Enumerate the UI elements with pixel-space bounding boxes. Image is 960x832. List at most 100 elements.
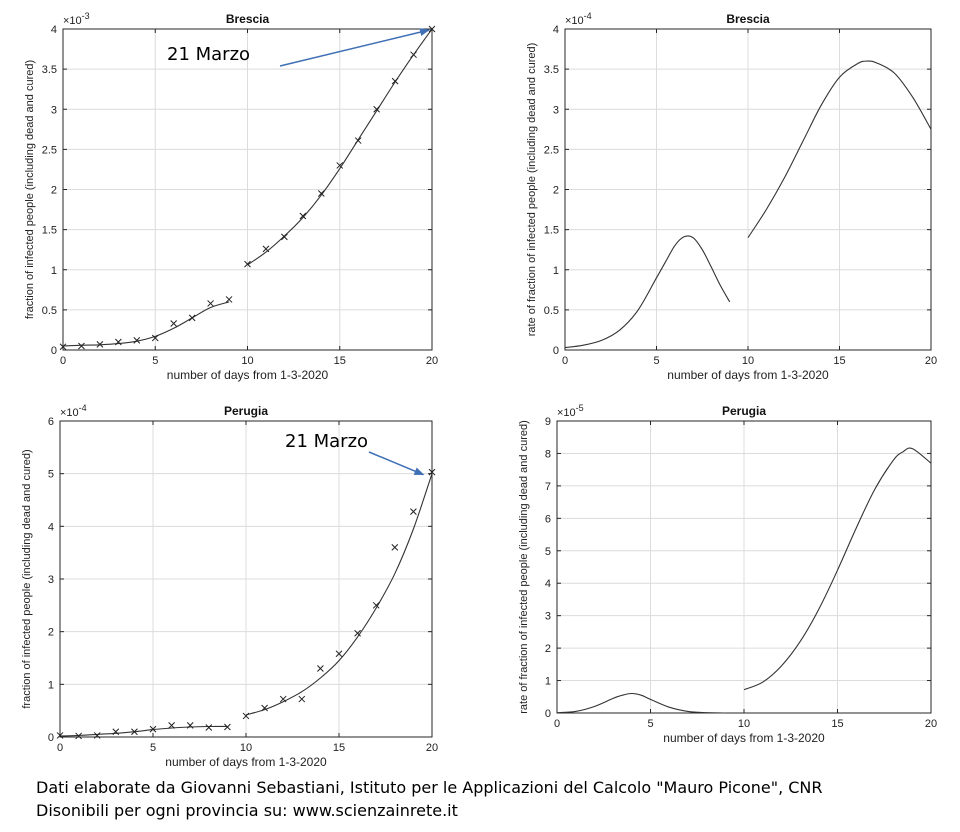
x-axis-label: number of days from 1-3-2020 (167, 368, 329, 382)
data-point-marker (317, 665, 324, 672)
y-tick-label: 4 (553, 24, 559, 36)
x-tick-label: 10 (241, 355, 253, 367)
data-point-marker (188, 314, 196, 322)
x-tick-label: 10 (240, 742, 252, 754)
exponent-base: ×10 (565, 15, 584, 27)
exponent-base: ×10 (557, 407, 576, 419)
y-tick-label: 1.5 (544, 225, 559, 237)
x-tick-label: 20 (925, 718, 937, 730)
data-point-marker (391, 544, 399, 551)
x-tick-label: 5 (653, 355, 659, 367)
fit-curve-segment-1 (62, 301, 230, 347)
x-tick-label: 15 (334, 355, 346, 367)
data-point-marker (298, 695, 306, 703)
exponent-label: ×10-3 (63, 11, 90, 27)
data-point-marker (410, 508, 417, 515)
data-point-marker (186, 722, 194, 729)
y-tick-label: 2.5 (42, 144, 57, 156)
y-tick-label: 0 (553, 345, 559, 357)
x-tick-label: 15 (333, 742, 345, 754)
chart-perugia-rate: 0 5 10 15 20 0 1 2 3 4 5 6 7 8 9 ×10-5 Perugia number of … (518, 403, 937, 745)
x-tick-label: 0 (554, 718, 560, 730)
data-point-marker (75, 732, 82, 740)
x-tick-label: 20 (925, 355, 937, 367)
data-point-marker (207, 300, 214, 307)
chart-brescia-cumulative: 0 5 10 15 20 0 0.5 1 1.5 2 2.5 3 3.5 4 ×10-3 Brescia num… (24, 11, 438, 382)
y-tick-label: 3 (48, 574, 54, 586)
caption-line-1: Dati elaborate da Giovanni Sebastiani, I… (36, 778, 823, 797)
annotation-arrow (368, 451, 425, 476)
chart-title: Brescia (226, 12, 270, 26)
y-tick-label: 0.5 (42, 305, 57, 317)
x-tick-label: 5 (152, 355, 158, 367)
y-tick-label: 3 (545, 611, 551, 623)
y-tick-label: 4 (51, 24, 57, 36)
data-point-marker (114, 338, 122, 346)
data-point-marker (244, 260, 251, 268)
data-point-marker (131, 728, 138, 736)
exponent-base: ×10 (63, 15, 82, 27)
y-tick-label: 9 (545, 416, 551, 428)
data-point-marker (59, 343, 67, 351)
exponent-base: ×10 (60, 407, 79, 419)
data-point-marker (317, 190, 325, 197)
data-point-marker (336, 162, 344, 169)
exponent-label: ×10-4 (60, 403, 87, 419)
data-point-marker (281, 233, 288, 241)
chart-perugia-cumulative: 0 5 10 15 20 0 1 2 3 4 5 6 ×10-4 Perugia number of day… (21, 403, 438, 769)
data-point-marker (299, 212, 307, 220)
y-tick-label: 8 (545, 448, 551, 460)
y-tick-label: 7 (545, 481, 551, 493)
y-tick-label: 5 (48, 469, 54, 481)
y-tick-label: 1 (553, 265, 559, 277)
y-tick-label: 3 (553, 104, 559, 116)
data-point-marker (262, 245, 270, 253)
data-point-marker (112, 728, 120, 736)
y-tick-label: 0.5 (544, 305, 559, 317)
annotation-label: 21 Marzo (285, 431, 368, 452)
exponent-power: -4 (584, 11, 592, 21)
exponent-power: -3 (82, 11, 90, 21)
x-tick-label: 0 (60, 355, 66, 367)
x-axis-label: number of days from 1-3-2020 (667, 368, 829, 382)
y-tick-label: 2.5 (544, 144, 559, 156)
data-point-marker (279, 695, 287, 703)
y-tick-label: 3 (51, 104, 57, 116)
y-tick-label: 2 (48, 627, 54, 639)
data-point-marker (149, 725, 157, 733)
x-tick-label: 15 (833, 355, 845, 367)
data-point-marker (78, 342, 85, 350)
data-point-marker (354, 629, 361, 637)
data-point-marker (225, 296, 233, 303)
data-point-marker (96, 341, 104, 348)
x-axis-label: number of days from 1-3-2020 (663, 731, 825, 745)
fit-curve-segment-2 (747, 60, 932, 238)
exponent-label: ×10-4 (565, 11, 592, 27)
y-tick-label: 2 (51, 185, 57, 197)
data-point-marker (168, 722, 175, 729)
data-point-marker (242, 712, 250, 720)
annotation-label: 21 Marzo (167, 44, 250, 65)
fit-curve-segment-1 (564, 235, 731, 349)
data-point-marker (428, 468, 436, 476)
fit-curve-segment-2 (743, 447, 932, 691)
y-tick-label: 2 (553, 185, 559, 197)
data-point-marker (56, 732, 64, 739)
data-point-marker (428, 25, 436, 33)
y-tick-label: 0 (48, 732, 54, 744)
chart-title: Perugia (224, 404, 268, 418)
exponent-label: ×10-5 (557, 403, 584, 419)
data-point-marker (224, 723, 231, 731)
exponent-power: -4 (79, 403, 87, 413)
data-point-marker (372, 601, 380, 609)
y-tick-label: 0 (51, 345, 57, 357)
y-tick-label: 6 (48, 416, 54, 428)
y-tick-label: 4 (545, 578, 551, 590)
annotation-arrow (279, 28, 430, 67)
y-tick-label: 1 (51, 265, 57, 277)
data-point-marker (335, 650, 343, 658)
chart-brescia-rate: 0 5 10 15 20 0 0.5 1 1.5 2 2.5 3 3.5 4 ×10-4 Brescia num… (526, 11, 937, 382)
x-tick-label: 5 (150, 742, 156, 754)
x-axis-label: number of days from 1-3-2020 (165, 755, 327, 769)
